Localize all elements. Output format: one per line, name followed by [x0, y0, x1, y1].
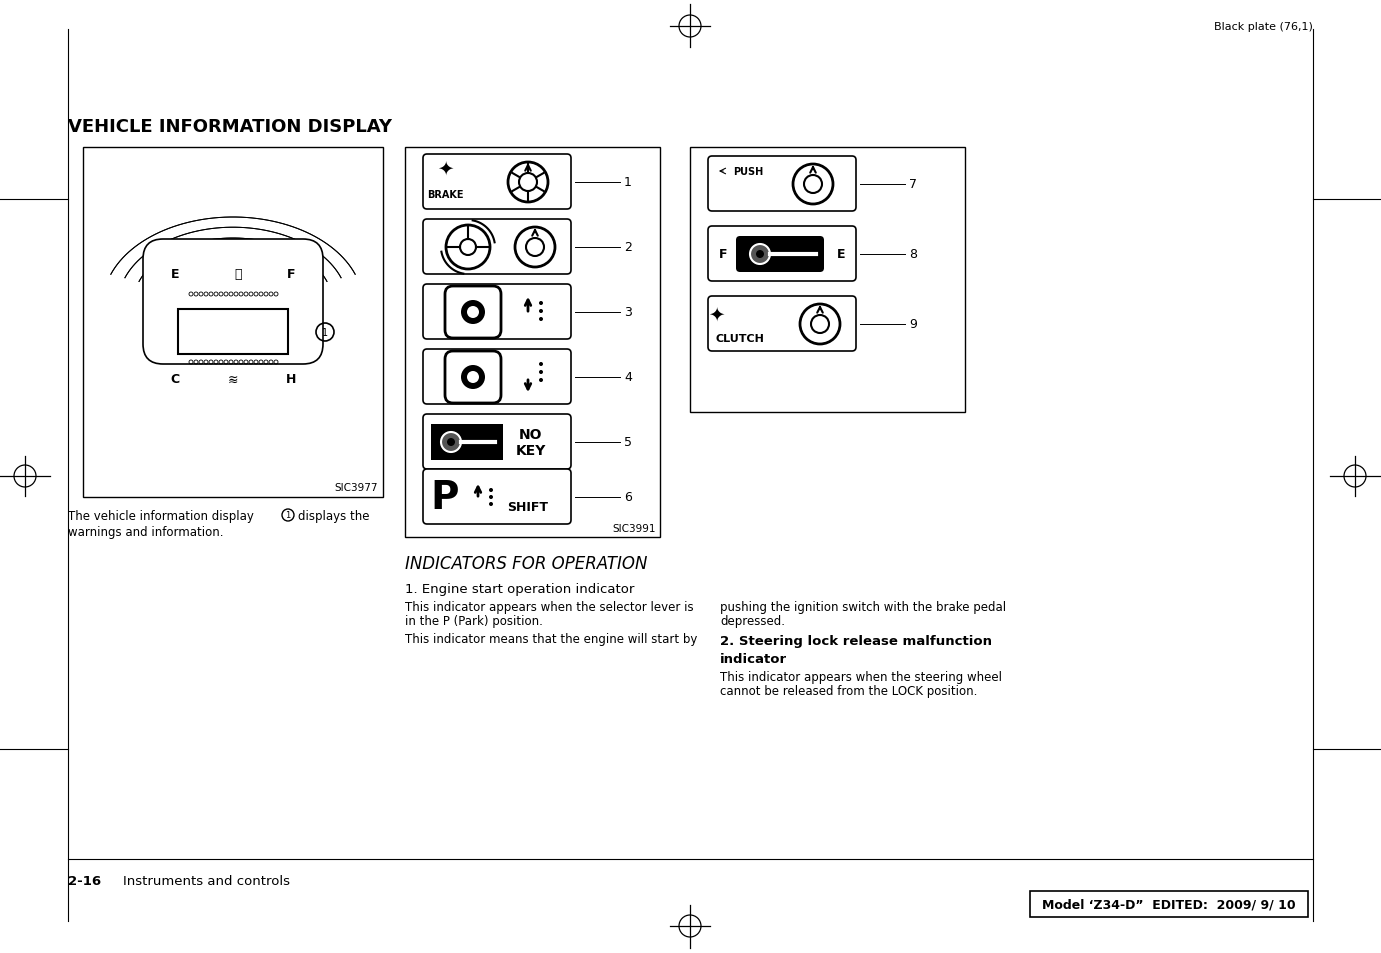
FancyBboxPatch shape [423, 415, 570, 470]
Text: 7: 7 [909, 178, 917, 191]
Circle shape [489, 502, 493, 506]
FancyBboxPatch shape [708, 227, 856, 282]
Circle shape [539, 317, 543, 322]
Circle shape [539, 371, 543, 375]
Circle shape [461, 366, 485, 390]
Text: warnings and information.: warnings and information. [68, 525, 224, 538]
Text: Instruments and controls: Instruments and controls [123, 874, 290, 887]
FancyBboxPatch shape [423, 350, 570, 405]
Text: 1: 1 [286, 511, 290, 520]
Text: 2. Steering lock release malfunction: 2. Steering lock release malfunction [720, 635, 992, 647]
Text: 4: 4 [624, 371, 632, 384]
Text: VEHICLE INFORMATION DISPLAY: VEHICLE INFORMATION DISPLAY [68, 118, 392, 136]
Text: Black plate (76,1): Black plate (76,1) [1214, 22, 1313, 32]
Circle shape [755, 251, 764, 258]
Text: Model ‘Z34-D”  EDITED:  2009/ 9/ 10: Model ‘Z34-D” EDITED: 2009/ 9/ 10 [1043, 898, 1295, 910]
Circle shape [508, 163, 548, 203]
Text: 1: 1 [322, 328, 329, 337]
Text: ≋: ≋ [228, 374, 239, 386]
Text: P: P [431, 478, 460, 517]
Circle shape [539, 310, 543, 314]
Text: H: H [286, 374, 296, 386]
FancyBboxPatch shape [708, 296, 856, 352]
FancyBboxPatch shape [445, 287, 501, 338]
FancyBboxPatch shape [431, 424, 503, 460]
Circle shape [467, 307, 479, 318]
FancyBboxPatch shape [1030, 891, 1308, 917]
Text: pushing the ignition switch with the brake pedal: pushing the ignition switch with the bra… [720, 600, 1007, 614]
FancyBboxPatch shape [690, 148, 965, 413]
Circle shape [441, 433, 461, 453]
Circle shape [489, 496, 493, 499]
FancyBboxPatch shape [83, 148, 383, 497]
Text: This indicator appears when the steering wheel: This indicator appears when the steering… [720, 670, 1003, 683]
Text: 1: 1 [624, 175, 632, 189]
Circle shape [539, 302, 543, 306]
Text: This indicator appears when the selector lever is: This indicator appears when the selector… [405, 600, 693, 614]
Circle shape [515, 228, 555, 268]
Text: ✦: ✦ [708, 305, 724, 324]
Text: 2: 2 [624, 241, 632, 253]
Text: E: E [837, 248, 845, 261]
Text: BRAKE: BRAKE [427, 190, 463, 200]
FancyBboxPatch shape [144, 240, 323, 365]
Text: 2-16: 2-16 [68, 874, 101, 887]
FancyBboxPatch shape [178, 310, 289, 355]
Text: SIC3991: SIC3991 [613, 523, 656, 534]
Circle shape [489, 489, 493, 493]
FancyBboxPatch shape [708, 157, 856, 212]
Text: 9: 9 [909, 317, 917, 331]
Text: KEY: KEY [516, 443, 547, 457]
Text: indicator: indicator [720, 652, 787, 665]
Text: PUSH: PUSH [733, 167, 764, 177]
Circle shape [750, 245, 771, 265]
Circle shape [539, 363, 543, 367]
Text: displays the: displays the [298, 510, 370, 522]
FancyBboxPatch shape [423, 154, 570, 210]
Text: 3: 3 [624, 306, 632, 318]
Circle shape [793, 165, 833, 205]
Circle shape [461, 301, 485, 325]
Text: in the P (Park) position.: in the P (Park) position. [405, 615, 543, 627]
Text: C: C [170, 374, 180, 386]
Text: 5: 5 [624, 436, 632, 449]
Text: ✦: ✦ [436, 159, 453, 178]
FancyBboxPatch shape [445, 352, 501, 403]
Text: SHIFT: SHIFT [507, 501, 548, 514]
Text: NO: NO [519, 428, 543, 441]
Text: F: F [718, 248, 728, 261]
Text: CLUTCH: CLUTCH [715, 334, 765, 344]
FancyBboxPatch shape [405, 148, 660, 537]
Text: SIC3977: SIC3977 [334, 482, 378, 493]
Text: This indicator means that the engine will start by: This indicator means that the engine wil… [405, 633, 697, 645]
Text: INDICATORS FOR OPERATION: INDICATORS FOR OPERATION [405, 555, 648, 573]
FancyBboxPatch shape [736, 236, 824, 273]
Text: 8: 8 [909, 248, 917, 261]
Text: 6: 6 [624, 491, 632, 503]
Text: ⛽: ⛽ [235, 268, 242, 281]
Text: depressed.: depressed. [720, 615, 784, 627]
Circle shape [467, 372, 479, 384]
FancyBboxPatch shape [423, 285, 570, 339]
Text: E: E [171, 268, 180, 281]
Text: cannot be released from the LOCK position.: cannot be released from the LOCK positio… [720, 684, 978, 698]
Text: The vehicle information display: The vehicle information display [68, 510, 254, 522]
FancyBboxPatch shape [423, 220, 570, 274]
Circle shape [447, 438, 454, 447]
Circle shape [539, 378, 543, 382]
FancyBboxPatch shape [423, 470, 570, 524]
Circle shape [800, 305, 840, 345]
Text: F: F [287, 268, 296, 281]
Text: 1. Engine start operation indicator: 1. Engine start operation indicator [405, 582, 634, 596]
